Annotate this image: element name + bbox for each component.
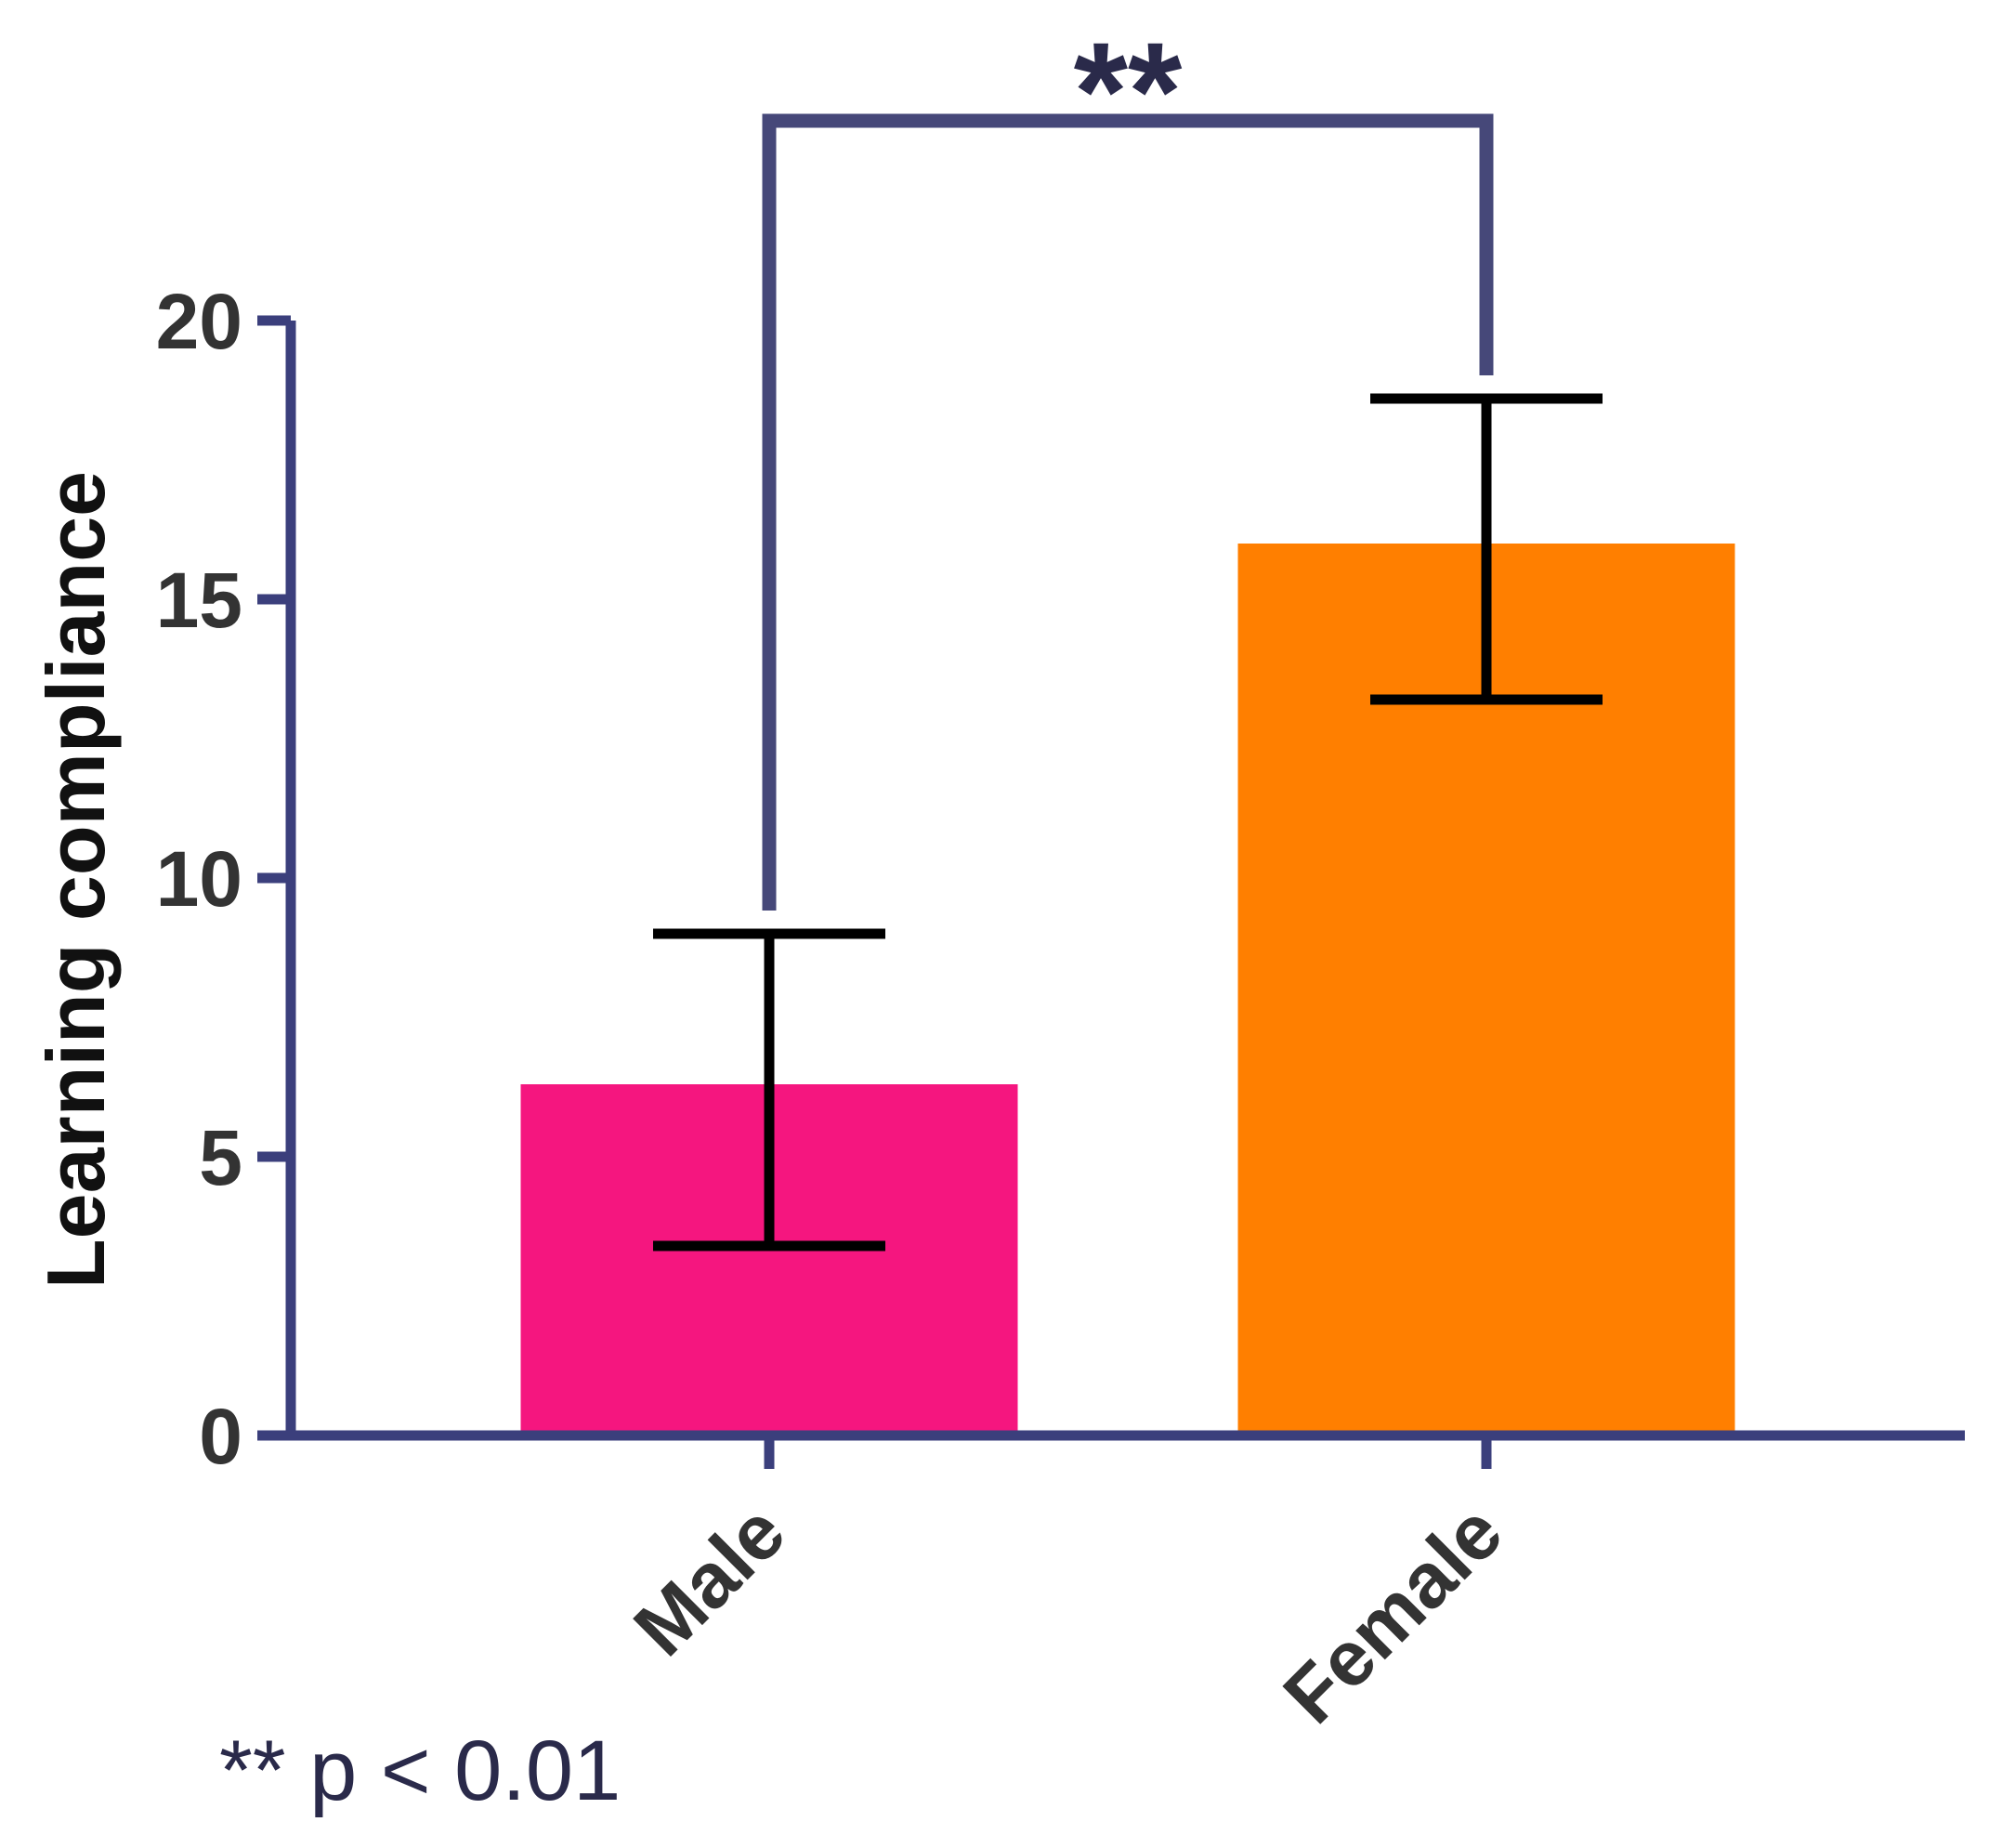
bars xyxy=(520,544,1735,1435)
x-category-label-male: Male xyxy=(617,1488,802,1672)
significance-bracket xyxy=(762,113,1494,911)
y-tick-label-5: 5 xyxy=(199,1114,242,1201)
y-tick-label-10: 10 xyxy=(156,835,242,923)
x-category-label-female: Female xyxy=(1267,1488,1519,1739)
y-tick-label-0: 0 xyxy=(199,1393,242,1480)
x-category-labels: Male Female xyxy=(617,1435,1519,1739)
y-ticks: 0 5 10 15 20 xyxy=(156,278,291,1480)
y-tick-label-20: 20 xyxy=(156,278,242,365)
significance-label: ** xyxy=(1074,13,1183,169)
error-bar-male xyxy=(653,928,885,1252)
y-tick-label-15: 15 xyxy=(156,557,242,644)
footnote: ** p < 0.01 xyxy=(219,1723,621,1818)
error-bar-female xyxy=(1370,393,1603,705)
error-bars xyxy=(653,393,1603,1252)
significance-bracket-line xyxy=(762,113,1494,911)
y-axis-title: Learning compliance xyxy=(30,471,122,1289)
